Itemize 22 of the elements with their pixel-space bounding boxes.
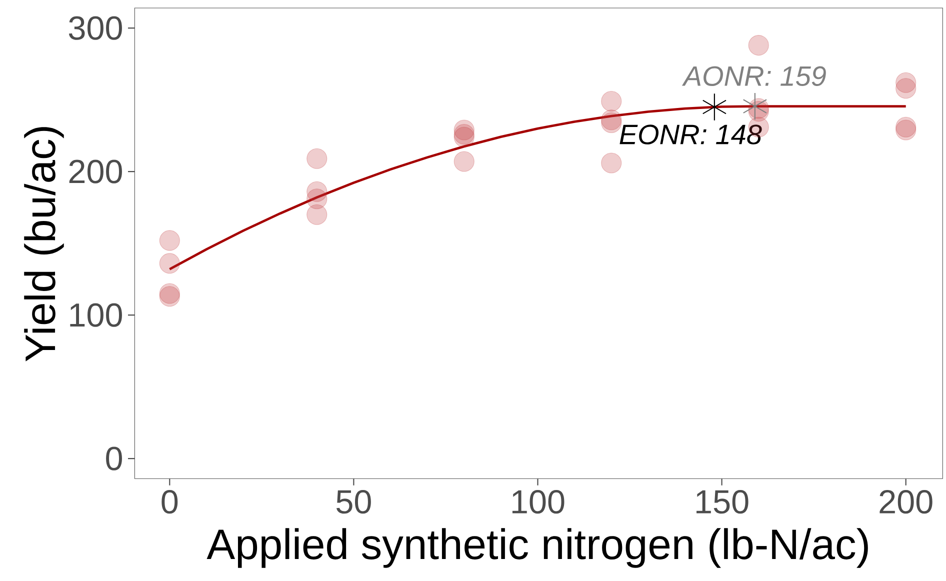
point	[896, 78, 916, 99]
x-axis-title: Applied synthetic nitrogen (lb-N/ac)	[206, 528, 868, 568]
point	[159, 230, 180, 251]
y-tick-label: 100	[70, 303, 122, 327]
point	[306, 148, 328, 169]
y-axis-title: Yield (bu/ac)	[24, 127, 64, 362]
y-tick-label: 0	[106, 446, 122, 470]
point	[601, 90, 622, 112]
annotation: AONR: 159	[682, 66, 826, 86]
point	[159, 253, 180, 274]
x-tick-label: 150	[696, 490, 748, 514]
point	[306, 204, 328, 225]
x-tick-label: 100	[512, 490, 564, 514]
x-tick-label: 200	[880, 490, 932, 514]
y-tick-label: 300	[68, 16, 122, 40]
point	[454, 151, 474, 172]
x-tick-label: 50	[336, 490, 371, 514]
point	[601, 152, 622, 174]
point	[748, 35, 769, 56]
y-tick-label: 200	[69, 160, 122, 184]
annotation: EONR: 148	[620, 124, 762, 144]
x-tick-label: 0	[162, 490, 178, 514]
